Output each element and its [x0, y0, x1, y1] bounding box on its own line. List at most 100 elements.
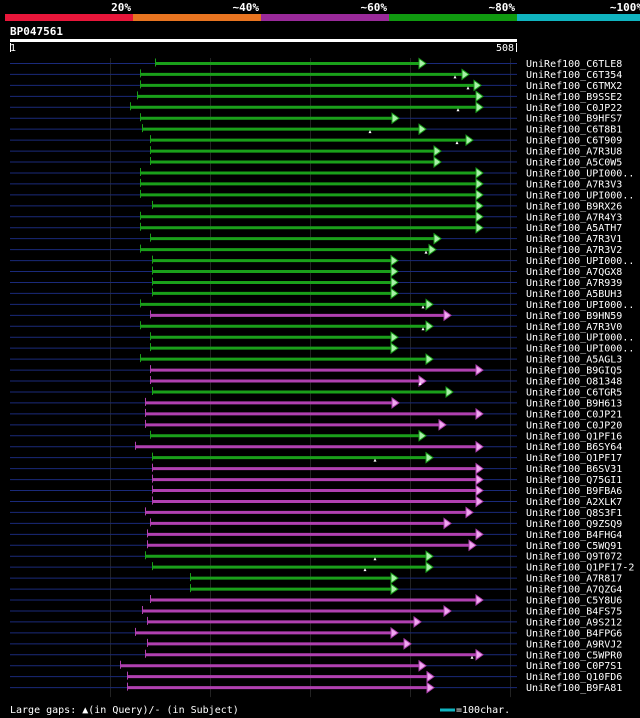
query-bar [10, 39, 517, 42]
hit-name: UniRef100_Q9ZSQ9 [526, 519, 622, 530]
hit-arrow-head [390, 276, 399, 289]
hit-row: UniRef100_C0JP22 [10, 101, 622, 114]
hit-row: UniRef100_A7R3U8 [10, 145, 622, 158]
hit-arrow-head [443, 605, 452, 617]
hit-name: UniRef100_A5C0W5 [526, 158, 622, 169]
hit-row: UniRef100_B4FS75 [10, 605, 622, 617]
hit-arrow-head [475, 177, 484, 190]
hit-arrow-head [433, 232, 442, 245]
hit-row: UniRef100_C6TMX2 [10, 79, 622, 92]
hit-name: UniRef100_C5Y8U6 [526, 596, 622, 607]
hit-row: UniRef100_B4FHG4 [10, 528, 622, 541]
hit-name: UniRef100_O81348 [526, 377, 622, 388]
large-gap-marker [466, 86, 470, 90]
hit-row: UniRef100_O81348 [10, 375, 622, 388]
hit-row: UniRef100_A5C0W5 [10, 156, 622, 169]
hit-arrow-head [475, 101, 484, 114]
hit-name: UniRef100_C6T909 [526, 136, 622, 147]
large-gap-marker [470, 655, 474, 659]
hit-arrow-head [390, 331, 399, 344]
hit-row: UniRef100_B9FBA6 [10, 484, 622, 497]
hit-row: UniRef100_A7R817 [10, 572, 622, 585]
hit-name: UniRef100_A7R3V2 [526, 245, 622, 256]
hit-row: UniRef100_C6T8B1 [10, 123, 622, 136]
hit-arrow-head [390, 572, 399, 585]
hit-arrow-head [475, 167, 484, 179]
hit-row: UniRef100_B9H613 [10, 396, 622, 409]
hit-arrow-head [425, 320, 434, 333]
hit-arrow-head [426, 681, 435, 694]
hit-row: UniRef100_B9FA81 [10, 681, 622, 694]
scale-segment [517, 14, 640, 21]
hit-name: UniRef100_C6TLE8 [526, 59, 622, 70]
hit-name: UniRef100_UPI000.. [526, 300, 634, 311]
hit-name: UniRef100_A7R3U8 [526, 147, 622, 158]
hit-row: UniRef100_A7R3V0 [10, 320, 622, 333]
hit-row: UniRef100_Q1PF17 [10, 451, 622, 464]
hit-arrow-head [475, 648, 484, 661]
hit-arrow-head [475, 188, 484, 201]
scale-label: ~100% [610, 1, 640, 14]
hit-row: UniRef100_UPI000.. [10, 167, 634, 179]
hit-arrow-head [475, 364, 484, 377]
hit-row: UniRef100_A9RVJ2 [10, 637, 622, 650]
hit-name: UniRef100_B9GIQ5 [526, 366, 622, 377]
hit-row: UniRef100_B6SV31 [10, 462, 622, 475]
hit-arrow-head [461, 68, 470, 81]
scale-label: ~80% [489, 1, 516, 14]
hit-name: UniRef100_B4FPG6 [526, 628, 622, 639]
hit-arrow-head [390, 583, 399, 596]
hit-name: UniRef100_C6T8B1 [526, 125, 622, 136]
hit-arrow-head [438, 418, 447, 431]
large-gap-marker [455, 141, 459, 145]
hit-name: UniRef100_A2XLK7 [526, 497, 622, 508]
hit-name: UniRef100_B6SV31 [526, 464, 622, 475]
hit-row: UniRef100_UPI000.. [10, 188, 634, 201]
hit-name: UniRef100_A7R939 [526, 278, 622, 289]
hit-name: UniRef100_A7R3V1 [526, 234, 622, 245]
hit-arrow-head [418, 429, 427, 442]
hit-name: UniRef100_C0JP22 [526, 103, 622, 114]
hit-arrow-head [391, 396, 400, 409]
hit-name: UniRef100_C5WPR0 [526, 650, 622, 661]
hit-arrow-head [403, 637, 412, 650]
query-start: 1 [10, 43, 16, 54]
hit-row: UniRef100_Q9ZSQ9 [10, 517, 622, 530]
scale-segment [5, 14, 133, 21]
hit-row: UniRef100_Q9T072 [10, 550, 622, 563]
hit-name: UniRef100_A7QZG4 [526, 585, 622, 596]
hit-row: UniRef100_C5WQ91 [10, 539, 622, 552]
hit-arrow-head [418, 123, 427, 136]
hit-name: UniRef100_Q1PF16 [526, 431, 622, 442]
hit-arrow-head [475, 199, 484, 212]
hit-row: UniRef100_A7QGX8 [10, 265, 622, 278]
hit-list: UniRef100_C6TLE8UniRef100_C6T354UniRef10… [10, 57, 634, 694]
hit-name: UniRef100_A5ATH7 [526, 223, 622, 234]
hit-row: UniRef100_A5ATH7 [10, 221, 622, 234]
position-grid [110, 58, 511, 698]
hit-arrow-head [475, 90, 484, 103]
hit-name: UniRef100_C6TGR5 [526, 387, 622, 398]
hit-row: UniRef100_C0JP20 [10, 418, 622, 431]
large-gap-marker [363, 568, 367, 572]
hit-arrow-head [390, 626, 399, 639]
hit-name: UniRef100_UPI000.. [526, 168, 634, 179]
hit-row: UniRef100_B9HN59 [10, 309, 622, 322]
hit-row: UniRef100_C6T354 [10, 68, 622, 81]
hit-row: UniRef100_C6T909 [10, 134, 622, 147]
hit-name: UniRef100_C0JP21 [526, 409, 622, 420]
hit-arrow-head [413, 615, 422, 628]
hit-arrow-head [468, 539, 477, 552]
hit-row: UniRef100_Q1PF16 [10, 429, 622, 442]
hit-name: UniRef100_A7QGX8 [526, 267, 622, 278]
hit-name: UniRef100_A7R817 [526, 574, 622, 585]
hit-arrow-head [390, 265, 399, 278]
hit-row: UniRef100_UPI000.. [10, 342, 634, 355]
query-id: BP047561 [10, 25, 63, 38]
hit-row: UniRef100_A7R3V1 [10, 232, 622, 245]
hit-row: UniRef100_Q10FD6 [10, 670, 622, 683]
scale-segment [261, 14, 389, 21]
hit-arrow-head [390, 342, 399, 355]
hit-row: UniRef100_UPI000.. [10, 331, 634, 344]
